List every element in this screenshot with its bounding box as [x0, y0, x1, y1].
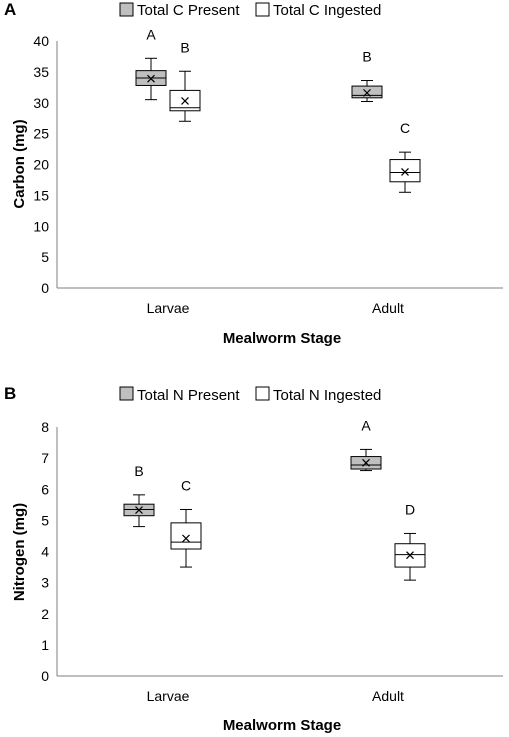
box-total-n-ingested-larvae: C [170, 477, 202, 568]
legend-swatch-n-ingested [255, 386, 270, 401]
significance-letter: B [362, 49, 371, 65]
legend-label-c-present: Total C Present [137, 2, 240, 19]
legend-swatch-c-ingested [255, 2, 270, 17]
y-tick-label: 3 [41, 575, 49, 591]
x-category-label-adult: Adult [372, 300, 404, 316]
significance-letter: C [400, 120, 410, 136]
y-tick-label: 15 [33, 187, 49, 203]
iqr-box [170, 522, 202, 550]
legend-swatch-n-present [119, 386, 134, 401]
iqr-box [351, 85, 383, 99]
mean-marker [363, 88, 371, 97]
legend-label-n-present: Total N Present [137, 387, 240, 404]
mean-marker [362, 458, 370, 467]
x-axis-title: Mealworm Stage [223, 717, 341, 734]
x-category-label-larvae: Larvae [147, 300, 190, 316]
significance-letter: D [405, 501, 415, 517]
y-tick-label: 7 [41, 450, 49, 466]
y-tick-label: 10 [33, 218, 49, 234]
mean-marker [135, 506, 143, 515]
y-tick-label: 30 [33, 95, 49, 111]
legend-label-n-ingested: Total N Ingested [273, 387, 381, 404]
box-plots: B A C D [123, 417, 426, 581]
legend-label-c-ingested: Total C Ingested [273, 2, 381, 19]
box-total-c-ingested-adult: C [389, 120, 421, 193]
y-axis-title: Nitrogen (mg) [11, 503, 28, 601]
x-category-label-larvae: Larvae [147, 688, 190, 704]
y-tick-labels: 0 1 2 3 4 5 6 7 8 [41, 419, 49, 684]
iqr-box [389, 159, 421, 183]
y-tick-label: 40 [33, 33, 49, 49]
box-total-n-present-adult: A [350, 417, 382, 472]
y-tick-label: 35 [33, 64, 49, 80]
y-tick-label: 25 [33, 126, 49, 142]
y-tick-label: 20 [33, 157, 49, 173]
y-tick-label: 5 [41, 512, 49, 528]
y-tick-label: 4 [41, 544, 49, 560]
significance-letter: A [361, 417, 371, 433]
box-total-n-ingested-adult: D [394, 501, 426, 581]
legend-swatch-c-present [119, 2, 134, 17]
box-plots: A B B C [135, 26, 421, 193]
mean-marker [147, 74, 155, 83]
significance-letter: B [134, 463, 143, 479]
y-axis-title: Carbon (mg) [11, 119, 28, 208]
y-tick-label: 0 [41, 668, 49, 684]
box-total-n-present-larvae: B [123, 463, 155, 528]
y-tick-label: 0 [41, 280, 49, 296]
x-category-label-adult: Adult [372, 688, 404, 704]
y-tick-label: 2 [41, 606, 49, 622]
panel-a-carbon-chart: A Total C Present Total C Ingested 0 5 1… [4, 0, 503, 347]
significance-letter: C [181, 477, 191, 493]
y-tick-labels: 0 5 10 15 20 25 30 35 40 [33, 33, 49, 296]
mean-marker [181, 96, 189, 105]
significance-letter: A [146, 26, 156, 42]
significance-letter: B [180, 39, 189, 55]
panel-label-a: A [4, 0, 16, 19]
mean-marker [182, 534, 190, 543]
panel-b-nitrogen-chart: B Total N Present Total N Ingested 0 1 2… [4, 384, 503, 734]
box-total-c-ingested-larvae: B [169, 39, 201, 122]
panel-label-b: B [4, 384, 16, 403]
y-tick-label: 5 [41, 249, 49, 265]
box-total-c-present-adult: B [351, 49, 383, 103]
y-tick-label: 8 [41, 419, 49, 435]
box-total-c-present-larvae: A [135, 26, 167, 101]
y-tick-label: 6 [41, 481, 49, 497]
mean-marker [406, 551, 414, 560]
mean-marker [401, 167, 409, 176]
x-axis-title: Mealworm Stage [223, 330, 341, 347]
y-tick-label: 1 [41, 637, 49, 653]
